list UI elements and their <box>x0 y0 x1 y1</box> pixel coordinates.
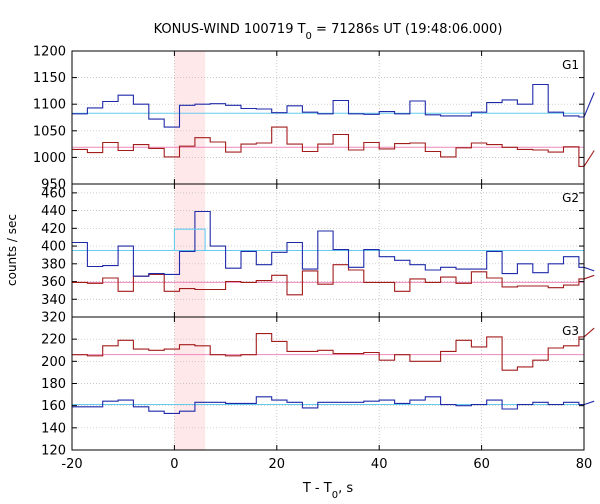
y-tick-label: 460 <box>41 186 66 201</box>
panel-label: G3 <box>562 324 579 338</box>
y-tick-label: 400 <box>41 240 66 255</box>
x-axis-label-rest: , s <box>338 481 353 496</box>
panel-g1: 950 1000 1050 1100 1150 1200 G1 <box>33 45 595 193</box>
y-tick-label: 200 <box>41 355 66 370</box>
y-axis-label: counts / sec <box>5 214 19 286</box>
x-axis-label-main: T - T <box>302 481 332 496</box>
panel-label: G2 <box>562 191 579 205</box>
y-tick-label: 120 <box>41 444 66 459</box>
y-tick-label: 360 <box>41 275 66 290</box>
series-red-step <box>72 327 595 371</box>
chart-title-main: KONUS-WIND 100719 T <box>154 22 306 37</box>
x-axis-label: T - T0, s <box>302 481 353 500</box>
y-tick-label: 1150 <box>33 71 66 86</box>
chart-title: KONUS-WIND 100719 T0 = 71286s UT (19:48:… <box>154 22 503 42</box>
series-red-step <box>72 264 595 296</box>
y-tick-label: 380 <box>41 257 66 272</box>
y-tick-label: 1050 <box>33 124 66 139</box>
x-tick-label: 40 <box>371 457 388 472</box>
chart-title-rest: = 71286s UT (19:48:06.000) <box>312 22 502 37</box>
x-tick-label: -20 <box>61 457 82 472</box>
panel-frame <box>71 316 585 451</box>
x-axis-label-subscript: 0 <box>332 490 338 501</box>
y-tick-label: 340 <box>41 293 66 308</box>
y-tick-label: 220 <box>41 333 66 348</box>
x-tick-label: 20 <box>269 457 286 472</box>
y-tick-label: 420 <box>41 222 66 237</box>
y-tick-label: 140 <box>41 421 66 436</box>
y-tick-label: 180 <box>41 377 66 392</box>
y-tick-label: 1100 <box>33 98 66 113</box>
y-tick-label: 320 <box>41 311 66 326</box>
x-tick-label: 60 <box>473 457 490 472</box>
chart-title-subscript: 0 <box>306 31 312 42</box>
series-red-step <box>72 126 595 167</box>
y-tick-label: 1200 <box>33 45 66 60</box>
y-tick-label: 1000 <box>33 151 66 166</box>
x-tick-label: 80 <box>576 457 593 472</box>
series-blue-step <box>72 210 595 277</box>
highlight-interval-mean <box>173 228 206 251</box>
panel-g3: 120 140 160 180 200 220 G3 <box>41 316 595 459</box>
y-tick-label: 440 <box>41 204 66 219</box>
plot-area: 95010001050110011501200G1320340360380400… <box>33 45 595 472</box>
y-tick-label: 950 <box>41 178 66 193</box>
y-tick-label: 160 <box>41 399 66 414</box>
series-blue-step <box>72 83 595 128</box>
x-tick-label: 0 <box>170 457 178 472</box>
series-blue-step <box>72 396 595 414</box>
panel-label: G1 <box>562 58 579 72</box>
panel-g2: 320 340 360 380 400 420 440 460 G2 <box>41 183 595 326</box>
